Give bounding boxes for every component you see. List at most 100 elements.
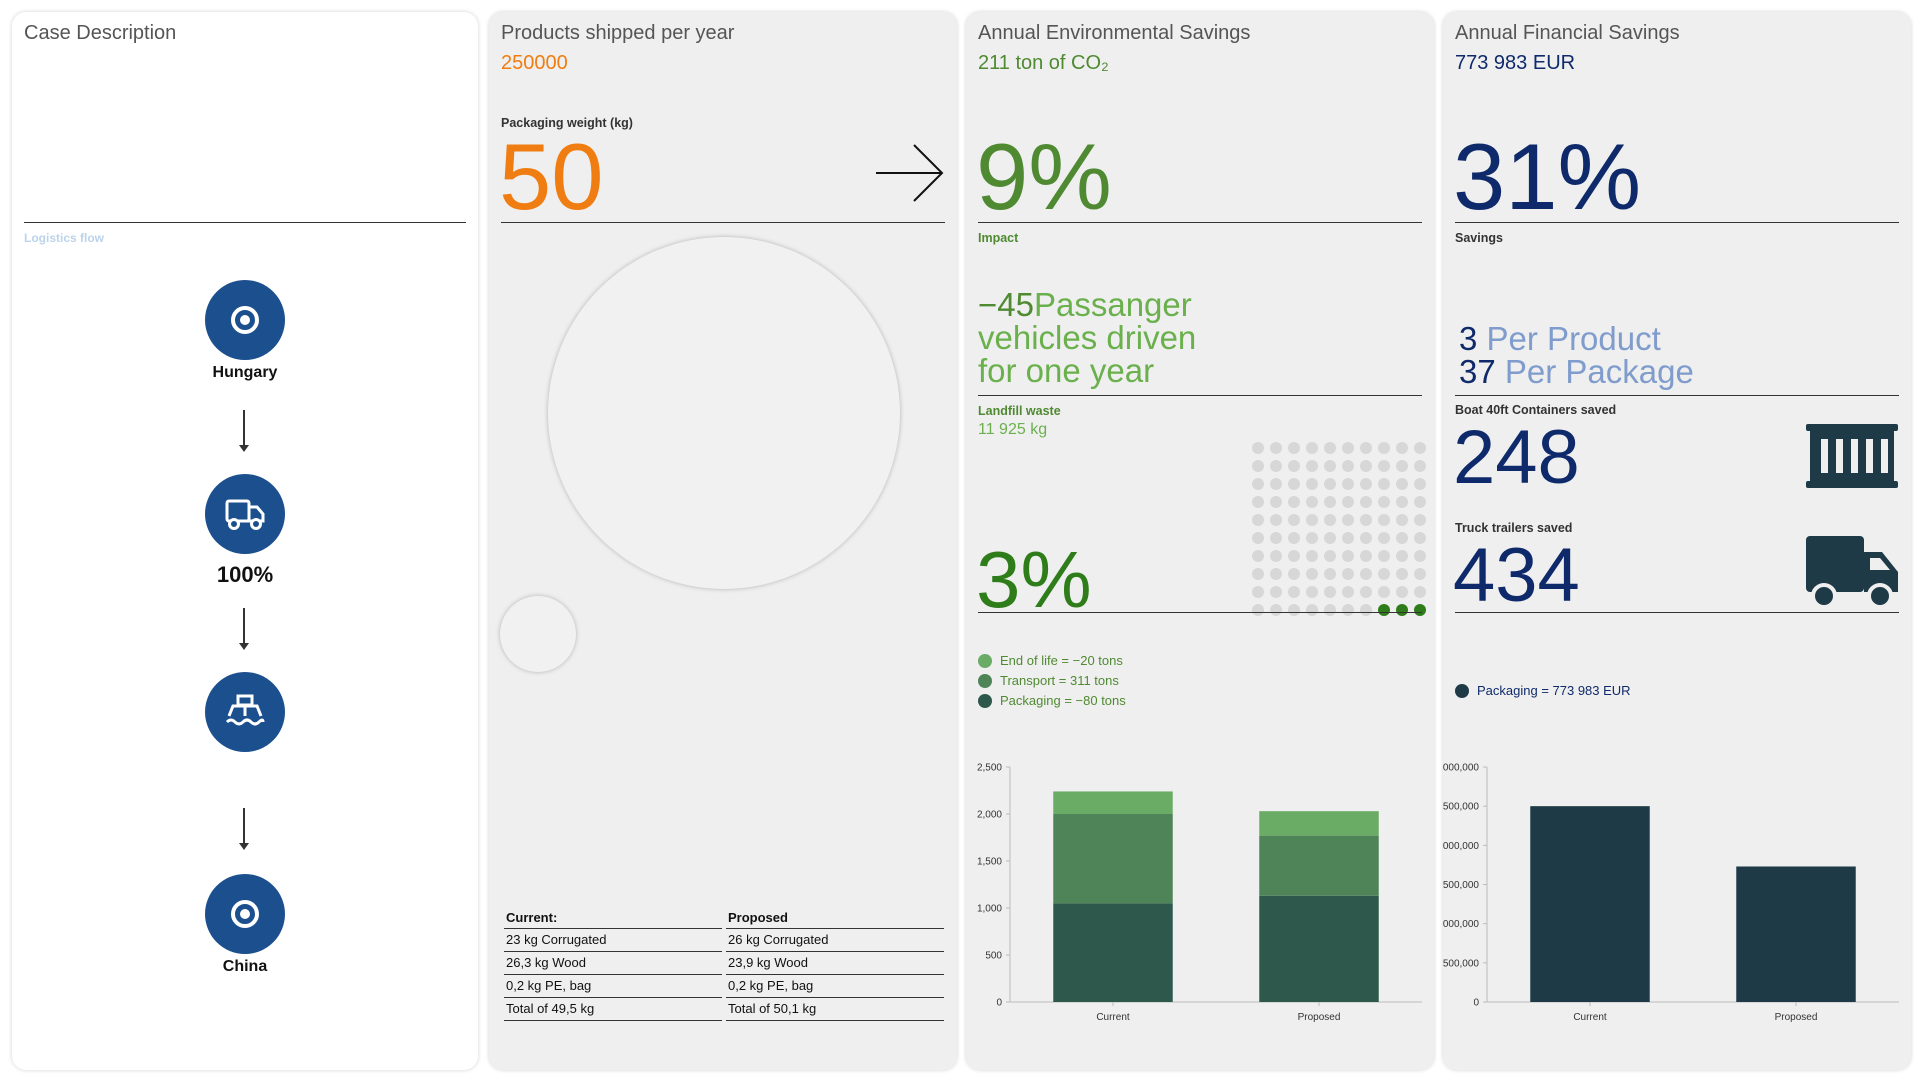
- impact-label: Impact: [978, 231, 1019, 245]
- waste-dot: [1270, 514, 1282, 526]
- waste-dot: [1414, 478, 1426, 490]
- savings-percent: 31%: [1453, 124, 1642, 229]
- logistics-flow-label: Logistics flow: [24, 231, 105, 245]
- waste-dot: [1270, 550, 1282, 562]
- table-cell: Total of 50,1 kg: [726, 998, 944, 1021]
- waste-dot: [1270, 532, 1282, 544]
- products-count: 250000: [501, 52, 568, 74]
- waste-dot: [1306, 442, 1318, 454]
- co2-savings: 211 ton of CO₂: [978, 52, 1109, 74]
- divider: [978, 395, 1422, 396]
- bar-segment: [1053, 903, 1173, 1002]
- waste-dot: [1360, 550, 1372, 562]
- divider: [978, 612, 1422, 613]
- environmental-title: Annual Environmental Savings: [978, 22, 1251, 44]
- per-product-number: 3: [1459, 320, 1478, 357]
- legend-label: Packaging = −80 tons: [1000, 693, 1126, 708]
- waste-dot: [1270, 478, 1282, 490]
- waste-dot: [1414, 586, 1426, 598]
- vehicles-text: Passanger: [1033, 286, 1192, 323]
- products-panel: Products shipped per year 250000 Packagi…: [489, 12, 957, 1070]
- waste-dot: [1342, 478, 1354, 490]
- waste-dot: [1396, 478, 1408, 490]
- waste-dot: [1342, 532, 1354, 544]
- waste-dot: [1360, 460, 1372, 472]
- x-tick-label: Current: [1096, 1012, 1130, 1023]
- waste-dot: [1342, 460, 1354, 472]
- trucks-value: 434: [1453, 533, 1580, 618]
- table-cell: 0,2 kg PE, bag: [504, 975, 722, 998]
- waste-dot: [1270, 568, 1282, 580]
- bar-segment: [1259, 811, 1379, 836]
- waste-dot: [1288, 478, 1300, 490]
- emissions-stacked-bar-chart: 0 500 1,000 1,500 2,000 2,500 Current Proposed: [977, 763, 1422, 1023]
- waste-dot: [1252, 496, 1264, 508]
- waste-dot: [1252, 568, 1264, 580]
- waste-dot: [1360, 442, 1372, 454]
- waste-dot: [1378, 496, 1390, 508]
- y-tick-label: 1,500,000: [1443, 880, 1479, 891]
- packaging-weight-label: Packaging weight (kg): [501, 116, 633, 130]
- bar-segment: [1259, 895, 1379, 1002]
- trucks-label: Truck trailers saved: [1455, 521, 1573, 535]
- location-target-icon: [205, 280, 285, 360]
- waste-dot: [1324, 604, 1336, 616]
- table-cell: 0,2 kg PE, bag: [726, 975, 944, 998]
- truck-icon: [1804, 534, 1900, 619]
- waste-dot: [1288, 568, 1300, 580]
- waste-dot: [1342, 568, 1354, 580]
- waste-dot: [1252, 442, 1264, 454]
- legend-dot: [1455, 683, 1469, 698]
- waste-dot: [1396, 568, 1408, 580]
- vehicles-text: for one year: [978, 352, 1155, 389]
- waste-dot: [1414, 460, 1426, 472]
- landfill-percent: 3%: [976, 535, 1092, 624]
- waste-dot: [1360, 478, 1372, 490]
- legend-item: Transport = 311 tons: [978, 673, 1119, 688]
- waste-dot: [1252, 550, 1264, 562]
- products-title: Products shipped per year: [501, 22, 735, 44]
- waste-dot: [1252, 586, 1264, 598]
- arrow-right-icon: [874, 142, 946, 209]
- legend-dot: [978, 673, 992, 688]
- bar-segment: [1736, 866, 1856, 1002]
- current-weight-bubble: [548, 237, 900, 589]
- vehicles-equivalent: −45Passanger vehicles driven for one yea…: [978, 288, 1196, 387]
- landfill-value: 11 925 kg: [978, 421, 1048, 438]
- legend-dot: [978, 653, 992, 668]
- legend-label: Packaging = 773 983 EUR: [1477, 683, 1631, 698]
- y-tick-label: 1,000: [977, 904, 1002, 915]
- financial-savings-panel: Annual Financial Savings 773 983 EUR 31%…: [1443, 12, 1911, 1070]
- arrow-down-icon: [239, 608, 249, 650]
- waste-dot: [1306, 604, 1318, 616]
- waste-dot: [1414, 550, 1426, 562]
- table-header-current: Current:: [504, 910, 722, 929]
- container-icon: [1804, 422, 1900, 495]
- waste-dot: [1306, 586, 1318, 598]
- waste-dot: [1306, 496, 1318, 508]
- containers-label: Boat 40ft Containers saved: [1455, 403, 1617, 417]
- waste-dot: [1324, 550, 1336, 562]
- waste-dot: [1288, 532, 1300, 544]
- table-header-proposed: Proposed: [726, 910, 944, 929]
- y-tick-label: 0: [1473, 998, 1479, 1009]
- containers-value: 248: [1453, 415, 1580, 500]
- divider: [1455, 612, 1899, 613]
- waste-dot: [1396, 442, 1408, 454]
- case-description-title: Case Description: [24, 22, 177, 44]
- waste-dot: [1378, 586, 1390, 598]
- waste-dot: [1252, 478, 1264, 490]
- table-cell: 23,9 kg Wood: [726, 952, 944, 975]
- per-package-number: 37: [1459, 353, 1496, 390]
- financial-bar-chart: 0 500,000 1,000,000 1,500,000 2,000,000 2,500…: [1443, 763, 1899, 1023]
- waste-dot: [1270, 460, 1282, 472]
- financial-title: Annual Financial Savings: [1455, 22, 1680, 44]
- truck-icon: [205, 474, 285, 554]
- x-tick-label: Current: [1573, 1012, 1607, 1023]
- waste-dot: [1324, 514, 1336, 526]
- y-tick-label: 500,000: [1443, 958, 1479, 969]
- proposed-packaging-table: Proposed 26 kg Corrugated 23,9 kg Wood 0…: [726, 910, 944, 1021]
- waste-dot: [1288, 442, 1300, 454]
- waste-dot: [1396, 604, 1408, 616]
- arrow-down-icon: [239, 410, 249, 452]
